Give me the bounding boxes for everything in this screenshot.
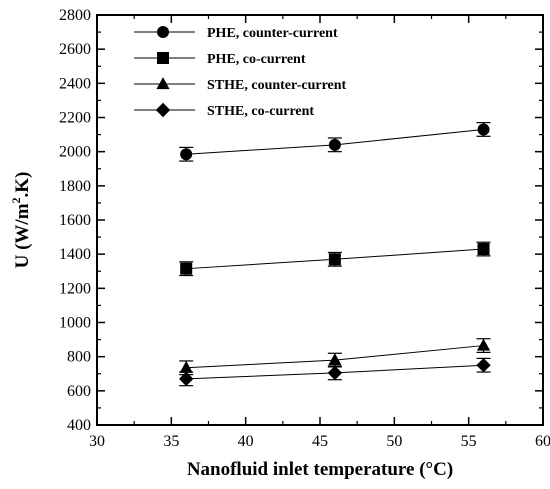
- legend-marker: [156, 77, 170, 90]
- data-point: [477, 243, 490, 256]
- x-tick-label: 30: [89, 433, 105, 450]
- legend-label: STHE, counter-current: [207, 78, 347, 93]
- y-axis-title-tail: .K): [12, 172, 33, 198]
- legend: PHE, counter-current PHE, co-current STHE,…: [134, 26, 347, 119]
- y-axis-title-superscript: 2: [9, 197, 23, 203]
- y-tick-label: 2000: [59, 144, 91, 161]
- y-tick-label: 800: [67, 349, 91, 366]
- y-tick-label: 600: [67, 383, 91, 400]
- y-axis-title-main: U (W/m: [12, 203, 33, 268]
- legend-entry: STHE, counter-current: [134, 77, 347, 93]
- data-point: [327, 365, 343, 381]
- tick-labels: 30 35 40 45 50 55 60 400 600 800 1000 1200 1400 1600 1…: [59, 7, 550, 450]
- data-point: [179, 360, 193, 373]
- y-tick-label: 1200: [59, 280, 91, 297]
- x-tick-label: 35: [163, 433, 179, 450]
- y-tick-label: 2400: [59, 75, 91, 92]
- y-tick-label: 1800: [59, 178, 91, 195]
- y-tick-label: 1000: [59, 315, 91, 332]
- y-tick-label: 1600: [59, 212, 91, 229]
- data-point: [179, 371, 194, 387]
- legend-marker: [157, 26, 169, 38]
- y-tick-label: 2600: [59, 41, 91, 58]
- y-tick-label: 2200: [59, 110, 91, 127]
- data-point: [477, 123, 490, 136]
- x-tick-label: 40: [238, 433, 254, 450]
- legend-marker: [157, 52, 169, 64]
- legend-label: STHE, co-current: [207, 104, 314, 119]
- y-tick-label: 1400: [59, 246, 91, 263]
- y-axis-title: U (W/m2.K): [9, 172, 33, 269]
- legend-marker: [155, 102, 171, 118]
- x-tick-label: 60: [535, 433, 550, 450]
- data-point: [328, 138, 341, 151]
- legend-entry: PHE, co-current: [134, 52, 306, 67]
- x-tick-label: 55: [461, 433, 477, 450]
- legend-label: PHE, co-current: [207, 52, 306, 67]
- data-point: [476, 358, 491, 373]
- data-point: [180, 148, 193, 161]
- legend-entry: STHE, co-current: [134, 102, 314, 119]
- legend-entry: PHE, counter-current: [134, 26, 338, 41]
- legend-label: PHE, counter-current: [207, 26, 338, 41]
- axis-ticks: [96, 14, 544, 426]
- x-tick-label: 50: [386, 433, 402, 450]
- x-tick-label: 45: [312, 433, 328, 450]
- series-diamond: [179, 357, 491, 387]
- series-triangle: [179, 338, 491, 376]
- series-layer: [179, 122, 491, 387]
- series-square: [179, 241, 491, 277]
- x-axis-title: Nanofluid inlet temperature (°C): [187, 459, 453, 480]
- series-circle: [179, 122, 491, 162]
- plot-border: [96, 14, 544, 426]
- data-point: [328, 253, 341, 266]
- data-point: [180, 262, 193, 275]
- plot-area: [96, 14, 544, 426]
- y-tick-label: 2800: [59, 7, 91, 24]
- data-point: [328, 353, 342, 366]
- data-point: [476, 338, 491, 351]
- y-tick-label: 400: [67, 417, 91, 434]
